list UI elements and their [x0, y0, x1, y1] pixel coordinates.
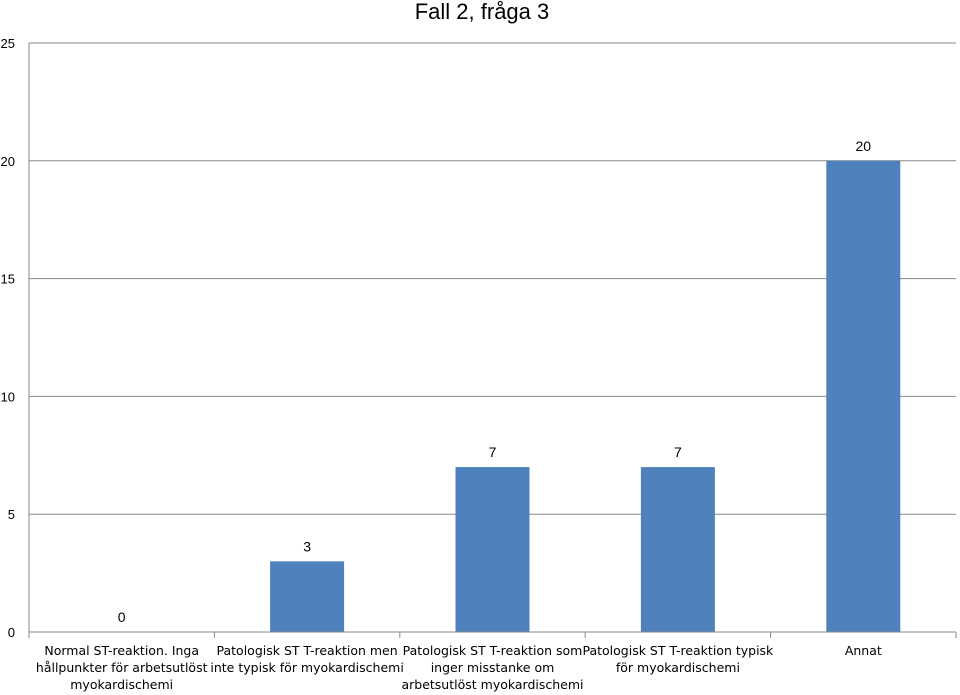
bar [826, 160, 901, 633]
bar [640, 467, 715, 632]
x-category-label-line: inger misstanke om [431, 660, 555, 675]
x-category-label-line: Normal ST-reaktion. Inga [44, 643, 199, 658]
y-tick-label: 5 [8, 507, 15, 522]
y-tick-label: 0 [8, 625, 15, 640]
data-label: 7 [674, 444, 682, 460]
data-label: 0 [118, 609, 126, 625]
x-category-label: Patologisk ST T-reaktion men inte typisk … [210, 643, 403, 675]
y-tick-label: 10 [1, 389, 15, 404]
x-category-label-line: Patologisk ST T-reaktion men [217, 643, 398, 658]
data-label: 7 [489, 444, 497, 460]
bars [270, 160, 901, 633]
x-category-label-line: Annat [845, 643, 882, 658]
x-category-label-line: Patologisk ST T-reaktion som [403, 643, 583, 658]
x-category-label: Normal ST-reaktion. Inga hållpunkter för … [36, 643, 208, 692]
bar [270, 561, 345, 632]
x-category-label-line: för myokardischemi [616, 660, 740, 675]
y-tick-label: 25 [1, 36, 15, 51]
x-category-label-line: myokardischemi [70, 677, 173, 692]
data-label: 3 [303, 538, 311, 554]
gridlines [29, 42, 956, 515]
bar [455, 467, 530, 632]
x-category-label: Patologisk ST T-reaktion som inger missta… [401, 643, 583, 692]
y-tick-label: 15 [1, 272, 15, 287]
x-category-label-line: inte typisk för myokardischemi [210, 660, 403, 675]
data-label: 20 [856, 138, 872, 154]
chart-title: Fall 2, fråga 3 [415, 0, 550, 24]
y-axis-ticks: 0 5 10 15 20 25 [1, 36, 15, 640]
x-category-label-line: hållpunkter för arbetsutlöst [36, 660, 208, 675]
x-category-label-line: arbetsutlöst myokardischemi [401, 677, 583, 692]
y-tick-label: 20 [1, 154, 15, 169]
x-category-label: Annat [845, 643, 882, 658]
x-category-label: Patologisk ST T-reaktion typisk för myoka… [582, 643, 774, 675]
x-axis-categories: Normal ST-reaktion. Inga hållpunkter för … [36, 643, 882, 692]
axes [28, 43, 957, 638]
data-labels: 0 3 7 7 20 [118, 138, 871, 625]
x-category-label-line: Patologisk ST T-reaktion typisk [582, 643, 774, 658]
